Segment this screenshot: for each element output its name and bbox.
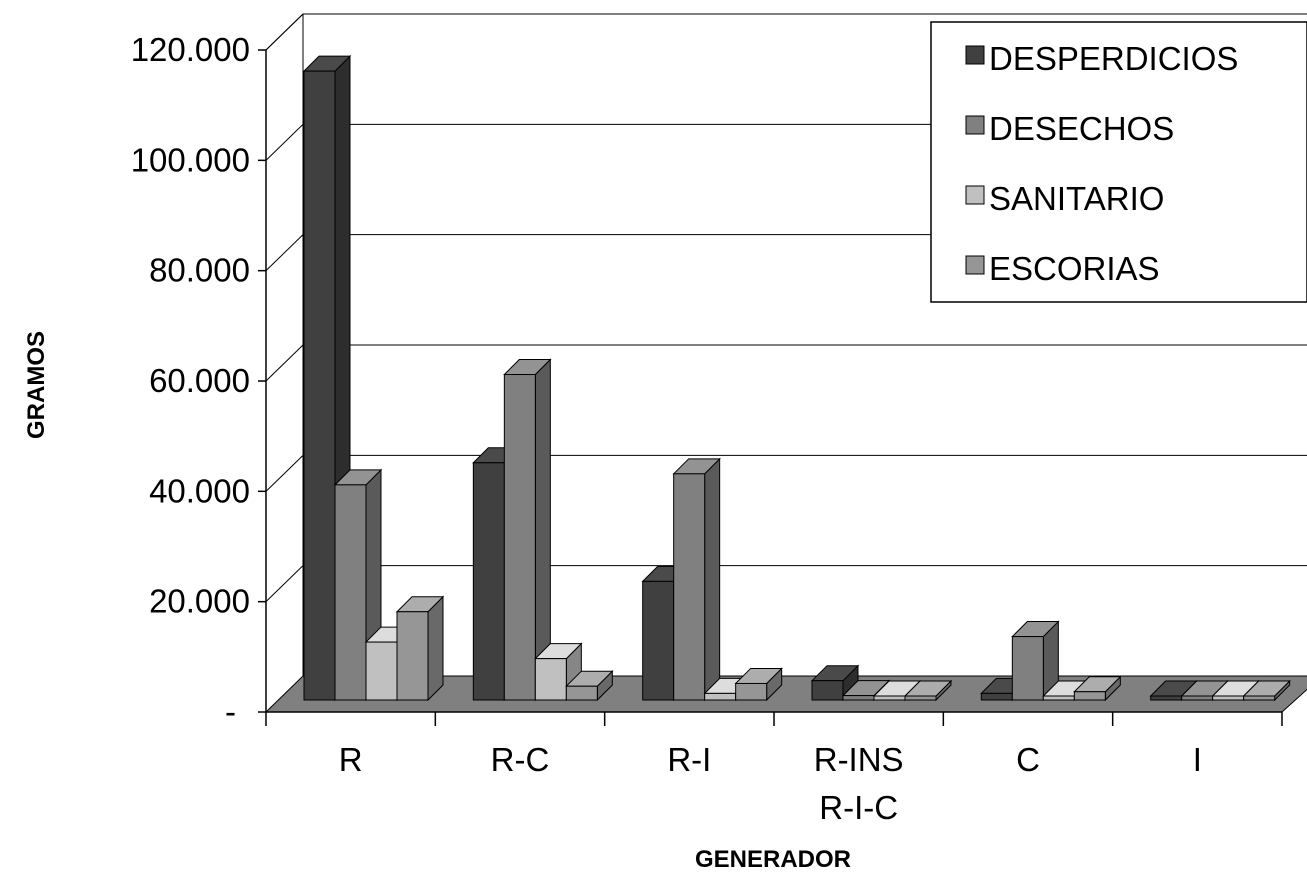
gridline — [265, 454, 1307, 492]
legend-box — [930, 21, 1307, 303]
bar-front — [1181, 695, 1214, 701]
bar — [1073, 675, 1122, 702]
bar-front — [565, 685, 598, 701]
bar-side — [704, 457, 721, 702]
bar-front — [673, 473, 706, 701]
legend-label: ESCORIAS — [989, 250, 1160, 287]
bar-front — [303, 70, 336, 701]
gridline — [265, 344, 1307, 382]
y-tick-label: 20.000 — [149, 583, 250, 620]
x-category-label: C — [1016, 741, 1040, 778]
bar — [503, 358, 552, 702]
x-category-label: R-C — [491, 741, 550, 778]
bar-front — [1011, 636, 1044, 701]
bar — [1011, 620, 1060, 702]
legend-label: SANITARIO — [989, 180, 1164, 217]
x-axis-title: GENERADOR — [695, 846, 851, 872]
bar-front — [365, 641, 398, 701]
gridline — [265, 565, 1307, 603]
bar-front — [1243, 695, 1276, 701]
bar — [565, 670, 614, 702]
bar-front — [642, 580, 675, 701]
y-tick-label: 40.000 — [149, 472, 250, 509]
bar-front — [1150, 695, 1183, 701]
bar-side — [427, 595, 444, 702]
bar-front — [472, 462, 505, 701]
x-category-label: R-I — [667, 741, 711, 778]
y-tick-label: 60.000 — [149, 362, 250, 399]
bars — [302, 54, 1291, 702]
bar-front — [1042, 695, 1075, 701]
bar-front — [503, 374, 536, 701]
bar — [395, 595, 445, 702]
y-tick-label: 80.000 — [149, 252, 250, 289]
x-category-label: I — [1193, 741, 1202, 778]
legend-swatch — [965, 115, 985, 135]
gridline — [265, 13, 1307, 51]
y-tick-label: 120.000 — [131, 31, 250, 68]
bar-front — [904, 695, 937, 701]
bar-front — [735, 682, 768, 701]
bar-front — [534, 658, 567, 701]
bar-front — [334, 484, 367, 701]
legend-swatch — [965, 255, 985, 275]
y-tick-label: - — [225, 693, 236, 730]
back-wall — [265, 13, 1307, 676]
legend-swatch — [965, 185, 985, 205]
bar — [1242, 679, 1291, 702]
x-category-label: R-INS — [814, 741, 904, 778]
bar — [903, 679, 953, 702]
bar — [672, 457, 721, 702]
x-category-label: R — [339, 741, 363, 778]
bar-front — [980, 692, 1013, 701]
legend-label: DESPERDICIOS — [989, 40, 1238, 77]
bar-front — [704, 692, 737, 701]
legend-swatch — [965, 45, 985, 65]
bar-front — [873, 695, 906, 701]
bar-front — [1212, 695, 1245, 701]
x-category-label: R-I-C — [819, 789, 898, 826]
bar — [734, 667, 783, 702]
bar-front — [1073, 691, 1106, 701]
legend-label: DESECHOS — [989, 110, 1174, 147]
y-tick-labels: - 20.000 40.000 60.000 80.000 100.000 120.000 — [131, 31, 250, 730]
bar-front — [396, 611, 429, 701]
x-category-labels: R R-C R-I R-INS R-I-C C I — [339, 741, 1202, 826]
y-axis-title: GRAMOS — [23, 331, 50, 439]
axes — [258, 49, 1283, 726]
legend: DESPERDICIOS DESECHOS SANITARIO ESCORIAS — [930, 21, 1307, 303]
y-tick-label: 100.000 — [131, 141, 250, 178]
bar-front — [811, 680, 844, 701]
bar-front — [842, 695, 875, 701]
